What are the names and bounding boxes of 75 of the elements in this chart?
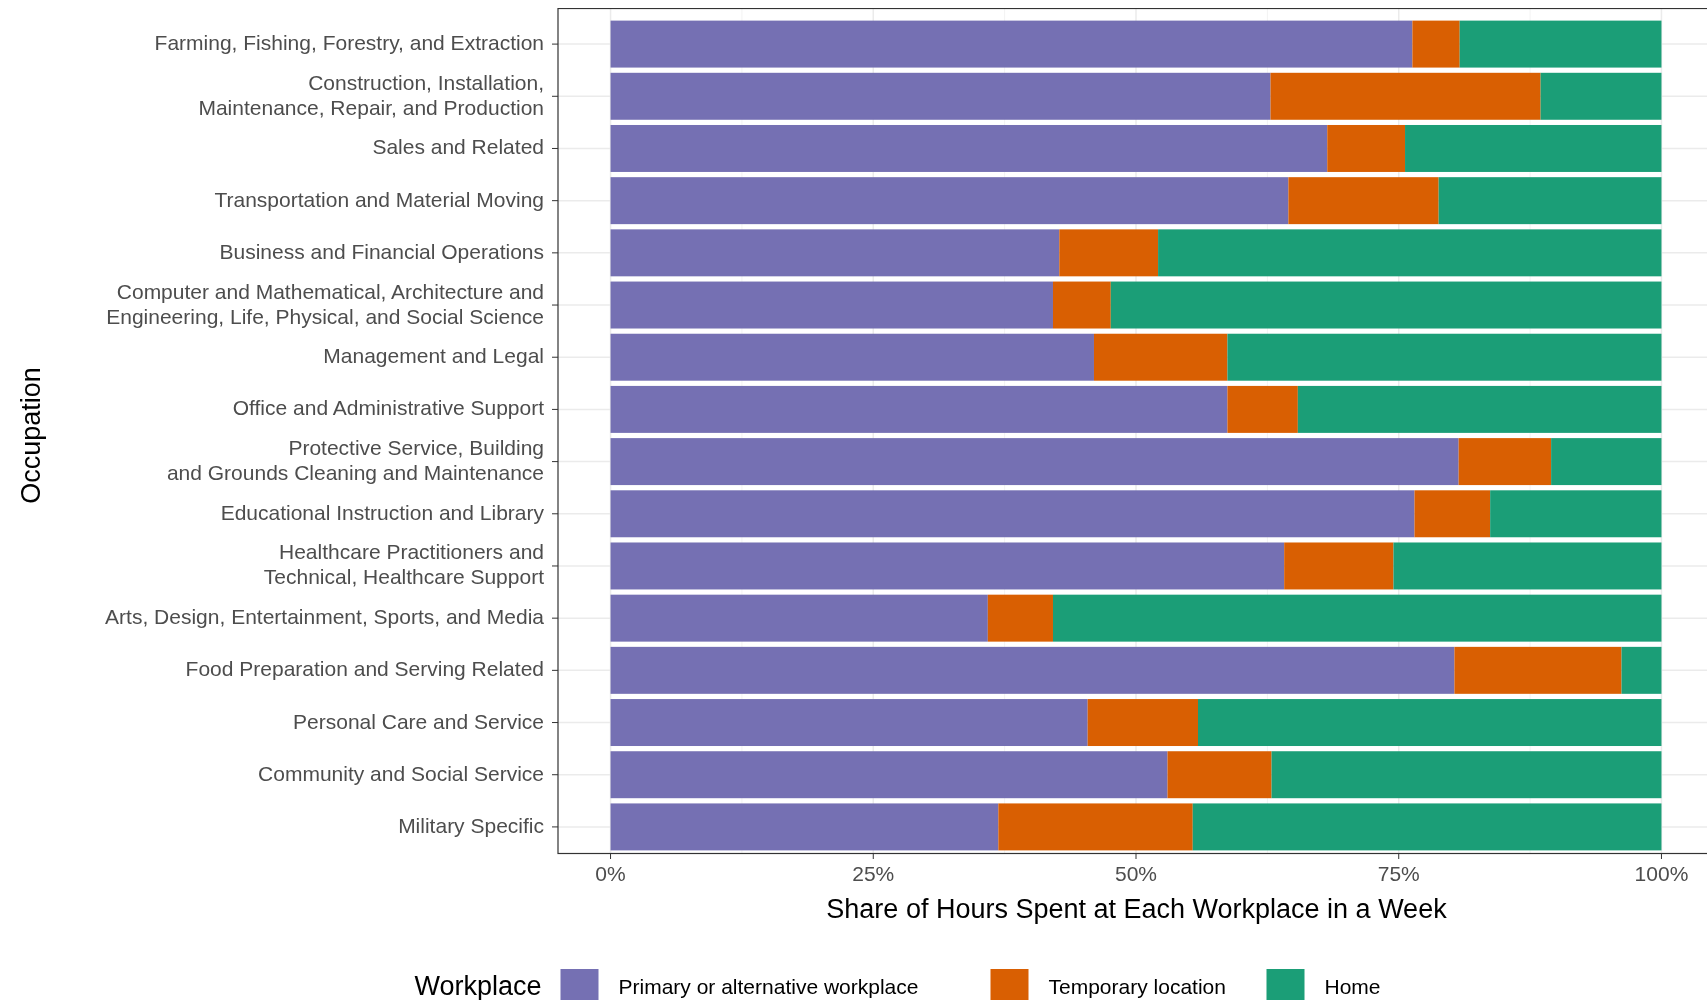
legend-label: Primary or alternative workplace — [618, 974, 919, 998]
x-tick-label: 25% — [852, 862, 895, 885]
bar — [1412, 20, 1460, 68]
bar — [610, 594, 988, 642]
y-tick-label: Protective Service, Building and Grounds Cleaning and Maintenance — [166, 435, 544, 484]
bar — [1167, 751, 1272, 799]
y-tick-label: Personal Care and Service — [293, 709, 544, 733]
bar — [1438, 177, 1662, 225]
y-tick-label: Farming, Fishing, Forestry, and Extraction — [154, 30, 544, 54]
bar — [610, 72, 1271, 120]
bar — [610, 124, 1328, 172]
bar — [610, 803, 999, 851]
bar — [1414, 490, 1491, 538]
y-tick-label: Food Preparation and Serving Related — [185, 656, 544, 680]
bar — [1459, 20, 1662, 68]
bar — [1270, 72, 1541, 120]
bar — [1288, 177, 1439, 225]
bar — [610, 281, 1053, 329]
legend-label: Home — [1324, 974, 1381, 998]
x-tick-label: 0% — [595, 862, 626, 885]
y-axis-title: Occupation — [16, 367, 46, 504]
bar — [1227, 333, 1662, 381]
bar — [610, 646, 1455, 694]
x-tick-label: 50% — [1114, 862, 1158, 885]
bar — [1454, 646, 1622, 694]
bar — [1087, 699, 1199, 747]
y-tick-label: Management and Legal — [323, 343, 544, 367]
bar — [1284, 542, 1394, 590]
bar — [610, 490, 1415, 538]
legend-title: Workplace — [414, 971, 542, 1000]
bar — [610, 385, 1228, 433]
bar — [1271, 751, 1662, 799]
bar — [998, 803, 1193, 851]
bar — [1198, 699, 1662, 747]
bar — [1192, 803, 1662, 851]
bar — [1158, 229, 1662, 277]
y-tick-label: Healthcare Practitioners and Technical, Healthcare Support — [263, 540, 545, 589]
bar — [610, 542, 1285, 590]
y-tick-label: Transportation and Material Moving — [214, 187, 544, 211]
bar — [1110, 281, 1662, 329]
bar — [610, 751, 1168, 799]
bar — [1059, 229, 1159, 277]
x-tick-label: 100% — [1634, 862, 1689, 885]
bar — [1327, 124, 1406, 172]
y-tick-label: Sales and Related — [372, 135, 544, 159]
bar — [1052, 594, 1662, 642]
bar — [1551, 438, 1662, 486]
bar — [1297, 385, 1662, 433]
bar — [1621, 646, 1662, 694]
y-tick-label: Computer and Mathematical, Architecture and Engineering, Life, Physical, and Social Science — [106, 279, 544, 328]
y-tick-label: Military Specific — [398, 813, 544, 837]
bar — [610, 177, 1289, 225]
bar — [987, 594, 1053, 642]
bar — [610, 333, 1094, 381]
bar — [1093, 333, 1228, 381]
bar — [1227, 385, 1298, 433]
bar — [610, 438, 1459, 486]
y-tick-label: Office and Administrative Support — [232, 395, 545, 419]
legend-label: Temporary location — [1048, 974, 1226, 998]
bar — [610, 699, 1088, 747]
y-tick-label: Community and Social Service — [258, 761, 544, 785]
x-axis-title: Share of Hours Spent at Each Workplace in a Week — [826, 894, 1448, 924]
bar — [1540, 72, 1662, 120]
y-tick-label: Arts, Design, Entertainment, Sports, and Media — [105, 604, 545, 628]
bar — [1458, 438, 1552, 486]
x-tick-label: 75% — [1377, 862, 1420, 885]
y-tick-label: Construction, Installation, Maintenance, Repair, and Production — [198, 70, 544, 119]
y-tick-label: Educational Instruction and Library — [220, 500, 545, 524]
bar — [1405, 124, 1662, 172]
bar — [610, 229, 1060, 277]
bar — [1490, 490, 1662, 538]
bar — [610, 20, 1413, 68]
bar — [1393, 542, 1662, 590]
y-tick-label: Business and Financial Operations — [219, 239, 544, 263]
bar — [1052, 281, 1111, 329]
